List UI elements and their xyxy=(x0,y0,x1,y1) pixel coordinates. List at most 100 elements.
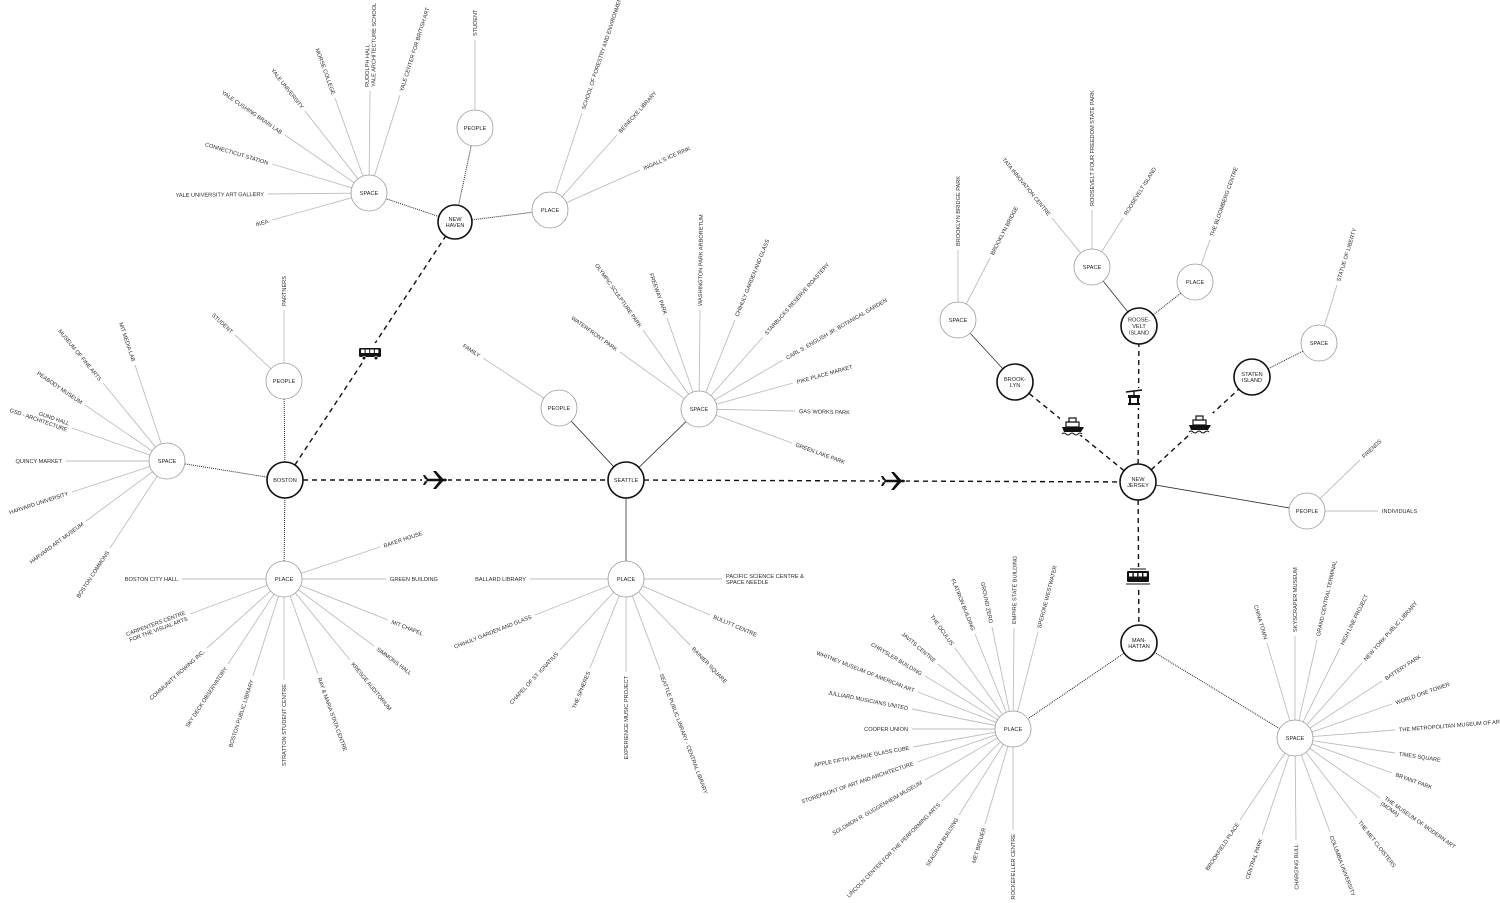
node-label-line: PLACE xyxy=(275,577,294,583)
spoke-line xyxy=(189,584,268,615)
category-node-ri_space: SPACE xyxy=(1073,248,1111,286)
transport-route-newjersey-brooklyn xyxy=(1028,392,1125,472)
place-label-line: MIT MEDIA LAB xyxy=(117,322,136,363)
node-circle xyxy=(1119,463,1157,501)
node-label: SPACE xyxy=(690,407,709,413)
spoke-line xyxy=(941,741,1001,802)
transport-route-newjersey-roosevelt xyxy=(1137,343,1140,465)
bus-icon xyxy=(357,343,383,363)
transport-route-newjersey-staten xyxy=(1150,388,1240,471)
place-label-line: ROCKEFELLER CENTRE xyxy=(1011,834,1017,900)
place-label-central-park: CENTRAL PARK xyxy=(1245,838,1264,880)
node-label-line: ROOSE- xyxy=(1128,318,1150,324)
spoke-line xyxy=(631,595,661,671)
place-label-boston-public-library: BOSTON PUBLIC LIBRARY xyxy=(228,679,255,748)
place-label-baker-house: BAKER HOUSE xyxy=(383,531,423,550)
node-label: PLACE xyxy=(541,208,560,214)
place-label-line: EMPIRE STATE BUILDING xyxy=(1012,556,1019,624)
place-label-yale-university-art-gallery: YALE UNIVERSITY ART GALLERY xyxy=(176,192,265,199)
place-label-line: BALLARD LIBRARY xyxy=(475,577,526,583)
city-node-brooklyn: BROOK-LYN xyxy=(996,363,1034,401)
node-label-line: SPACE xyxy=(1083,265,1102,271)
spoke-line xyxy=(638,591,691,646)
category-node-se_space: SPACE xyxy=(680,390,718,428)
spoke-line xyxy=(705,319,736,393)
place-label-line: SKYSCRAPER MUSEUM xyxy=(1293,567,1299,632)
place-label-line: BROOKLYN BRIDGE xyxy=(990,206,1020,257)
spoke-line xyxy=(642,329,689,395)
node-label-line: SPACE xyxy=(1286,736,1305,742)
place-label-line: CHINA TOWN xyxy=(1252,605,1268,641)
connector-boston-bo_place xyxy=(283,497,286,562)
place-label-line: CARL S. ENGLISH JR. BOTANICAL GARDEN xyxy=(785,298,888,361)
place-label-line: BATTERY PARK xyxy=(1384,654,1422,682)
place-label-line: COMMUNITY ROWING INC. xyxy=(149,649,207,702)
place-label-green-building: GREEN BUILDING xyxy=(390,577,438,583)
place-label-line: QUINCY MARKET xyxy=(15,459,62,465)
place-label-rainier-square: RAINIER SQUARE xyxy=(690,646,728,685)
place-label-bryant-park: BRYANT PARK xyxy=(1394,772,1432,791)
node-label: PEOPLE xyxy=(464,126,487,132)
spoke-line xyxy=(924,737,998,781)
place-label-line: STUDENT xyxy=(210,313,234,336)
node-label-line: SPACE xyxy=(1310,341,1329,347)
node-circle xyxy=(437,204,473,240)
category-node-mh_space: SPACE xyxy=(1276,719,1314,757)
place-label-line: STATUE OF LIBERTY xyxy=(1336,227,1358,282)
place-label-line: SPACE NEEDLE xyxy=(726,580,769,586)
spoke-line xyxy=(559,591,615,651)
place-label-mit-media-lab: MIT MEDIA LAB xyxy=(117,322,136,363)
place-label-line: WATERFRONT PARK xyxy=(570,316,618,353)
spoke-line xyxy=(206,590,271,649)
node-label-line: PEOPLE xyxy=(273,379,296,385)
place-label-line: INDIVIDUALS xyxy=(1382,509,1417,515)
place-label-line: YALE CUSHING BRAIN LAB xyxy=(220,90,283,136)
spoke-line xyxy=(984,746,1009,825)
place-label-line: GROUND ZERO xyxy=(979,582,993,625)
node-label: STATEN ISLAND xyxy=(1241,372,1262,384)
spoke-line xyxy=(698,309,701,392)
place-label-rudolph-hall-yale-architecture-school: RUDOLPH HALLYALE ARCHITECTURE SCHOOL xyxy=(365,3,378,87)
connector-seattle-se_people xyxy=(570,420,615,468)
place-label-ray-maria-stata-centre: RAY & MARIA STATA CENTRE xyxy=(316,677,348,753)
category-node-bo_place: PLACE xyxy=(265,560,303,598)
place-label-the-spheres: THE SPHERES xyxy=(572,671,592,710)
connector-seattle-se_space xyxy=(638,421,687,468)
place-label-carl-s-english-jr-botanical-garden: CARL S. ENGLISH JR. BOTANICAL GARDEN xyxy=(785,298,888,361)
place-label-seagram-building: SEAGRAM BUILDING xyxy=(925,817,960,868)
place-label-line: BROOKFIELD PLACE xyxy=(1205,822,1241,872)
node-label: SPACE xyxy=(1083,265,1102,271)
place-label-line: MORSE COLLEGE xyxy=(314,48,336,96)
node-circle xyxy=(265,560,303,598)
spoke-line xyxy=(373,94,401,176)
spoke-line xyxy=(916,734,997,763)
connector-manhattan-mh_space xyxy=(1154,651,1280,730)
node-circle xyxy=(1120,624,1158,662)
spoke-line xyxy=(917,691,997,723)
place-label-yale-center-for-british-art: YALE CENTER FOR BRITISH ART xyxy=(399,6,431,92)
place-label-yale-university: YALE UNIVERSITY xyxy=(269,68,304,111)
place-label-gund-hall-gsd-architecture: GUND HALLGSD - ARCHITECTURE xyxy=(9,402,71,434)
spoke-line xyxy=(1266,642,1291,721)
spoke-line xyxy=(295,592,351,661)
connector-roosevelt-ri_place xyxy=(1152,292,1182,316)
spoke-line xyxy=(716,382,794,405)
node-label-line: NEW xyxy=(448,217,462,223)
spoke-line xyxy=(271,163,352,189)
place-label-carpenters-centre-for-the-visual-arts: CARPENTERS CENTREFOR THE VISUAL ARTS xyxy=(126,610,189,644)
place-label-brooklyn-bridge: BROOKLYN BRIDGE xyxy=(990,206,1020,257)
place-label-simmons-hall: SIMMONS HALL xyxy=(375,647,412,677)
place-label-ingall-s-ice-rink: INGALL'S ICE RINK xyxy=(643,146,692,172)
category-node-ri_place: PLACE xyxy=(1176,263,1214,301)
node-label-line: BROOK- xyxy=(1004,377,1026,383)
category-node-nj_people: PEOPLE xyxy=(1288,492,1326,530)
place-label-connecticut-station: CONNECTICUT STATION xyxy=(204,142,269,167)
spoke-line xyxy=(958,744,1004,816)
node-circle xyxy=(1300,324,1338,362)
place-label-line: HARVARD UNIVERSITY xyxy=(9,491,70,516)
connector-boston-bo_space xyxy=(184,463,268,478)
node-circle xyxy=(1073,248,1111,286)
spoke-line xyxy=(289,595,319,675)
spoke-line xyxy=(267,192,352,195)
place-label-chapel-of-st-ignatius: CHAPEL OF ST. IGNATIUS xyxy=(509,651,560,706)
